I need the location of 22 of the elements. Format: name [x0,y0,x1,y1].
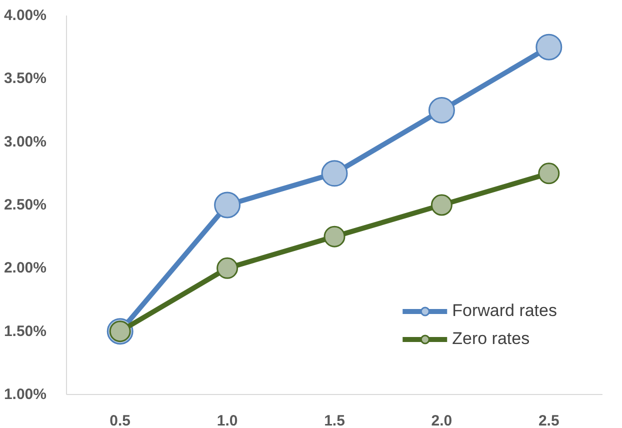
legend-label: Zero rates [452,329,530,349]
y-tick-label: 4.00% [4,7,47,24]
point [321,160,348,187]
y-tick-label: 1.50% [4,322,47,340]
y-tick-label: 2.50% [4,196,47,214]
point [428,97,455,124]
y-tick-label: 3.00% [4,133,47,150]
point [216,257,238,279]
point [536,34,562,60]
point [324,226,346,248]
x-tick-label: 1.5 [324,412,345,428]
x-tick-label: 1.0 [216,412,238,428]
y-tick-label: 3.50% [4,70,47,88]
point [538,162,560,184]
point [430,194,452,216]
y-tick-label: 2.00% [4,260,47,277]
legend-label: Forward rates [452,301,557,321]
x-tick-label: 2.5 [538,412,560,428]
x-tick-label: 0.5 [110,412,131,428]
point [214,192,241,218]
x-tick-label: 2.0 [431,412,452,428]
y-tick-label: 1.00% [4,386,47,403]
